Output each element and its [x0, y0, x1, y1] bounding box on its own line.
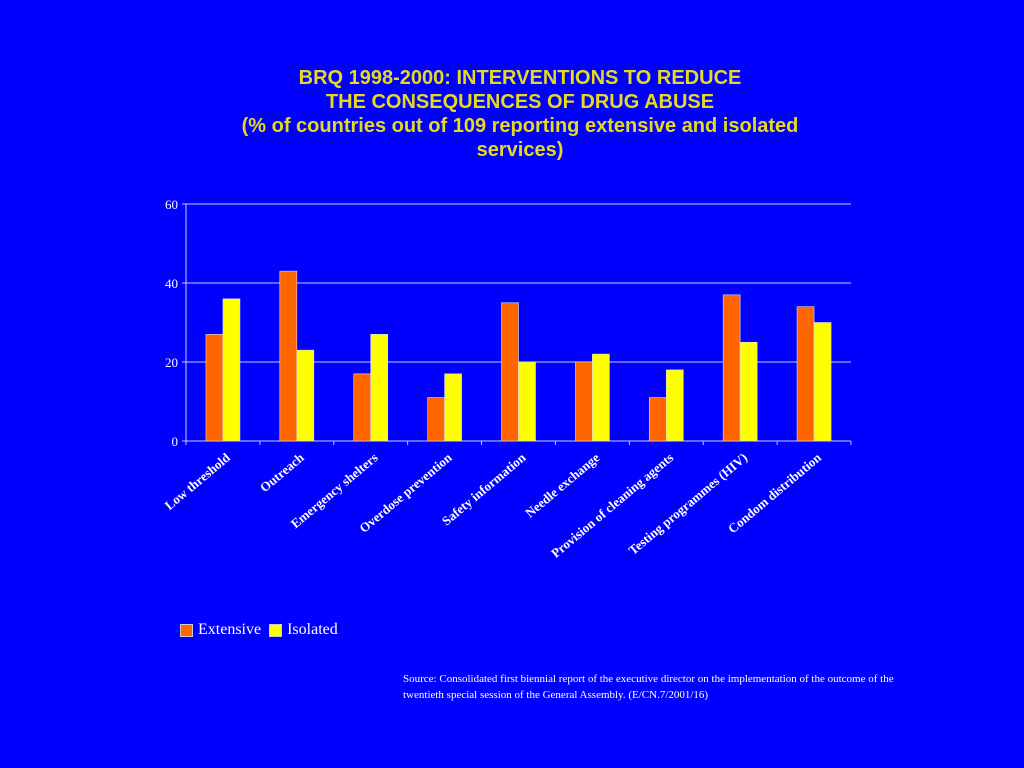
bar-extensive — [575, 361, 593, 442]
bar-extensive — [796, 306, 815, 442]
bar-extensive — [427, 397, 445, 442]
y-tick-label: 60 — [165, 197, 178, 212]
bar-isolated — [813, 322, 832, 442]
source-note: Source: Consolidated first biennial repo… — [403, 673, 894, 701]
legend-label-isolated: Isolated — [287, 621, 338, 638]
bar-extensive — [501, 302, 519, 442]
x-tick-label: Needle exchange — [522, 450, 602, 521]
bar-isolated — [296, 349, 315, 442]
legend: Extensive Isolated — [180, 621, 346, 639]
y-tick-label: 20 — [165, 355, 178, 370]
y-tick-label: 0 — [172, 434, 179, 449]
legend-swatch-isolated — [269, 623, 283, 637]
title-line-4: services) — [476, 139, 564, 161]
title-line-1: BRQ 1998-2000: INTERVENTIONS TO REDUCE — [298, 67, 742, 89]
bar-isolated — [444, 373, 462, 442]
title-line-3: (% of countries out of 109 reporting ext… — [241, 115, 799, 137]
bar-extensive — [353, 373, 372, 442]
x-tick-label: Outreach — [257, 449, 307, 495]
bar-extensive — [279, 270, 298, 442]
y-tick-label: 40 — [165, 276, 178, 291]
bar-isolated — [665, 369, 684, 442]
title-line-2: THE CONSEQUENCES OF DRUG ABUSE — [325, 91, 715, 113]
bar-isolated — [518, 361, 536, 442]
bar-extensive — [722, 294, 741, 442]
bar-isolated — [222, 298, 241, 442]
legend-label-extensive: Extensive — [198, 621, 262, 638]
bar-isolated — [370, 334, 389, 442]
bar-isolated — [739, 341, 758, 442]
legend-swatch-extensive — [180, 623, 193, 637]
chart-title: BRQ 1998-2000: INTERVENTIONS TO REDUCE T… — [0, 66, 1024, 162]
x-tick-label: Testing programmes (HIV) — [625, 450, 750, 558]
x-tick-label: Low threshold — [162, 449, 234, 513]
bar-extensive — [205, 334, 224, 442]
x-tick-label: Provision of cleaning agents — [548, 450, 676, 561]
bar-extensive — [648, 397, 667, 442]
bar-isolated — [592, 353, 610, 442]
